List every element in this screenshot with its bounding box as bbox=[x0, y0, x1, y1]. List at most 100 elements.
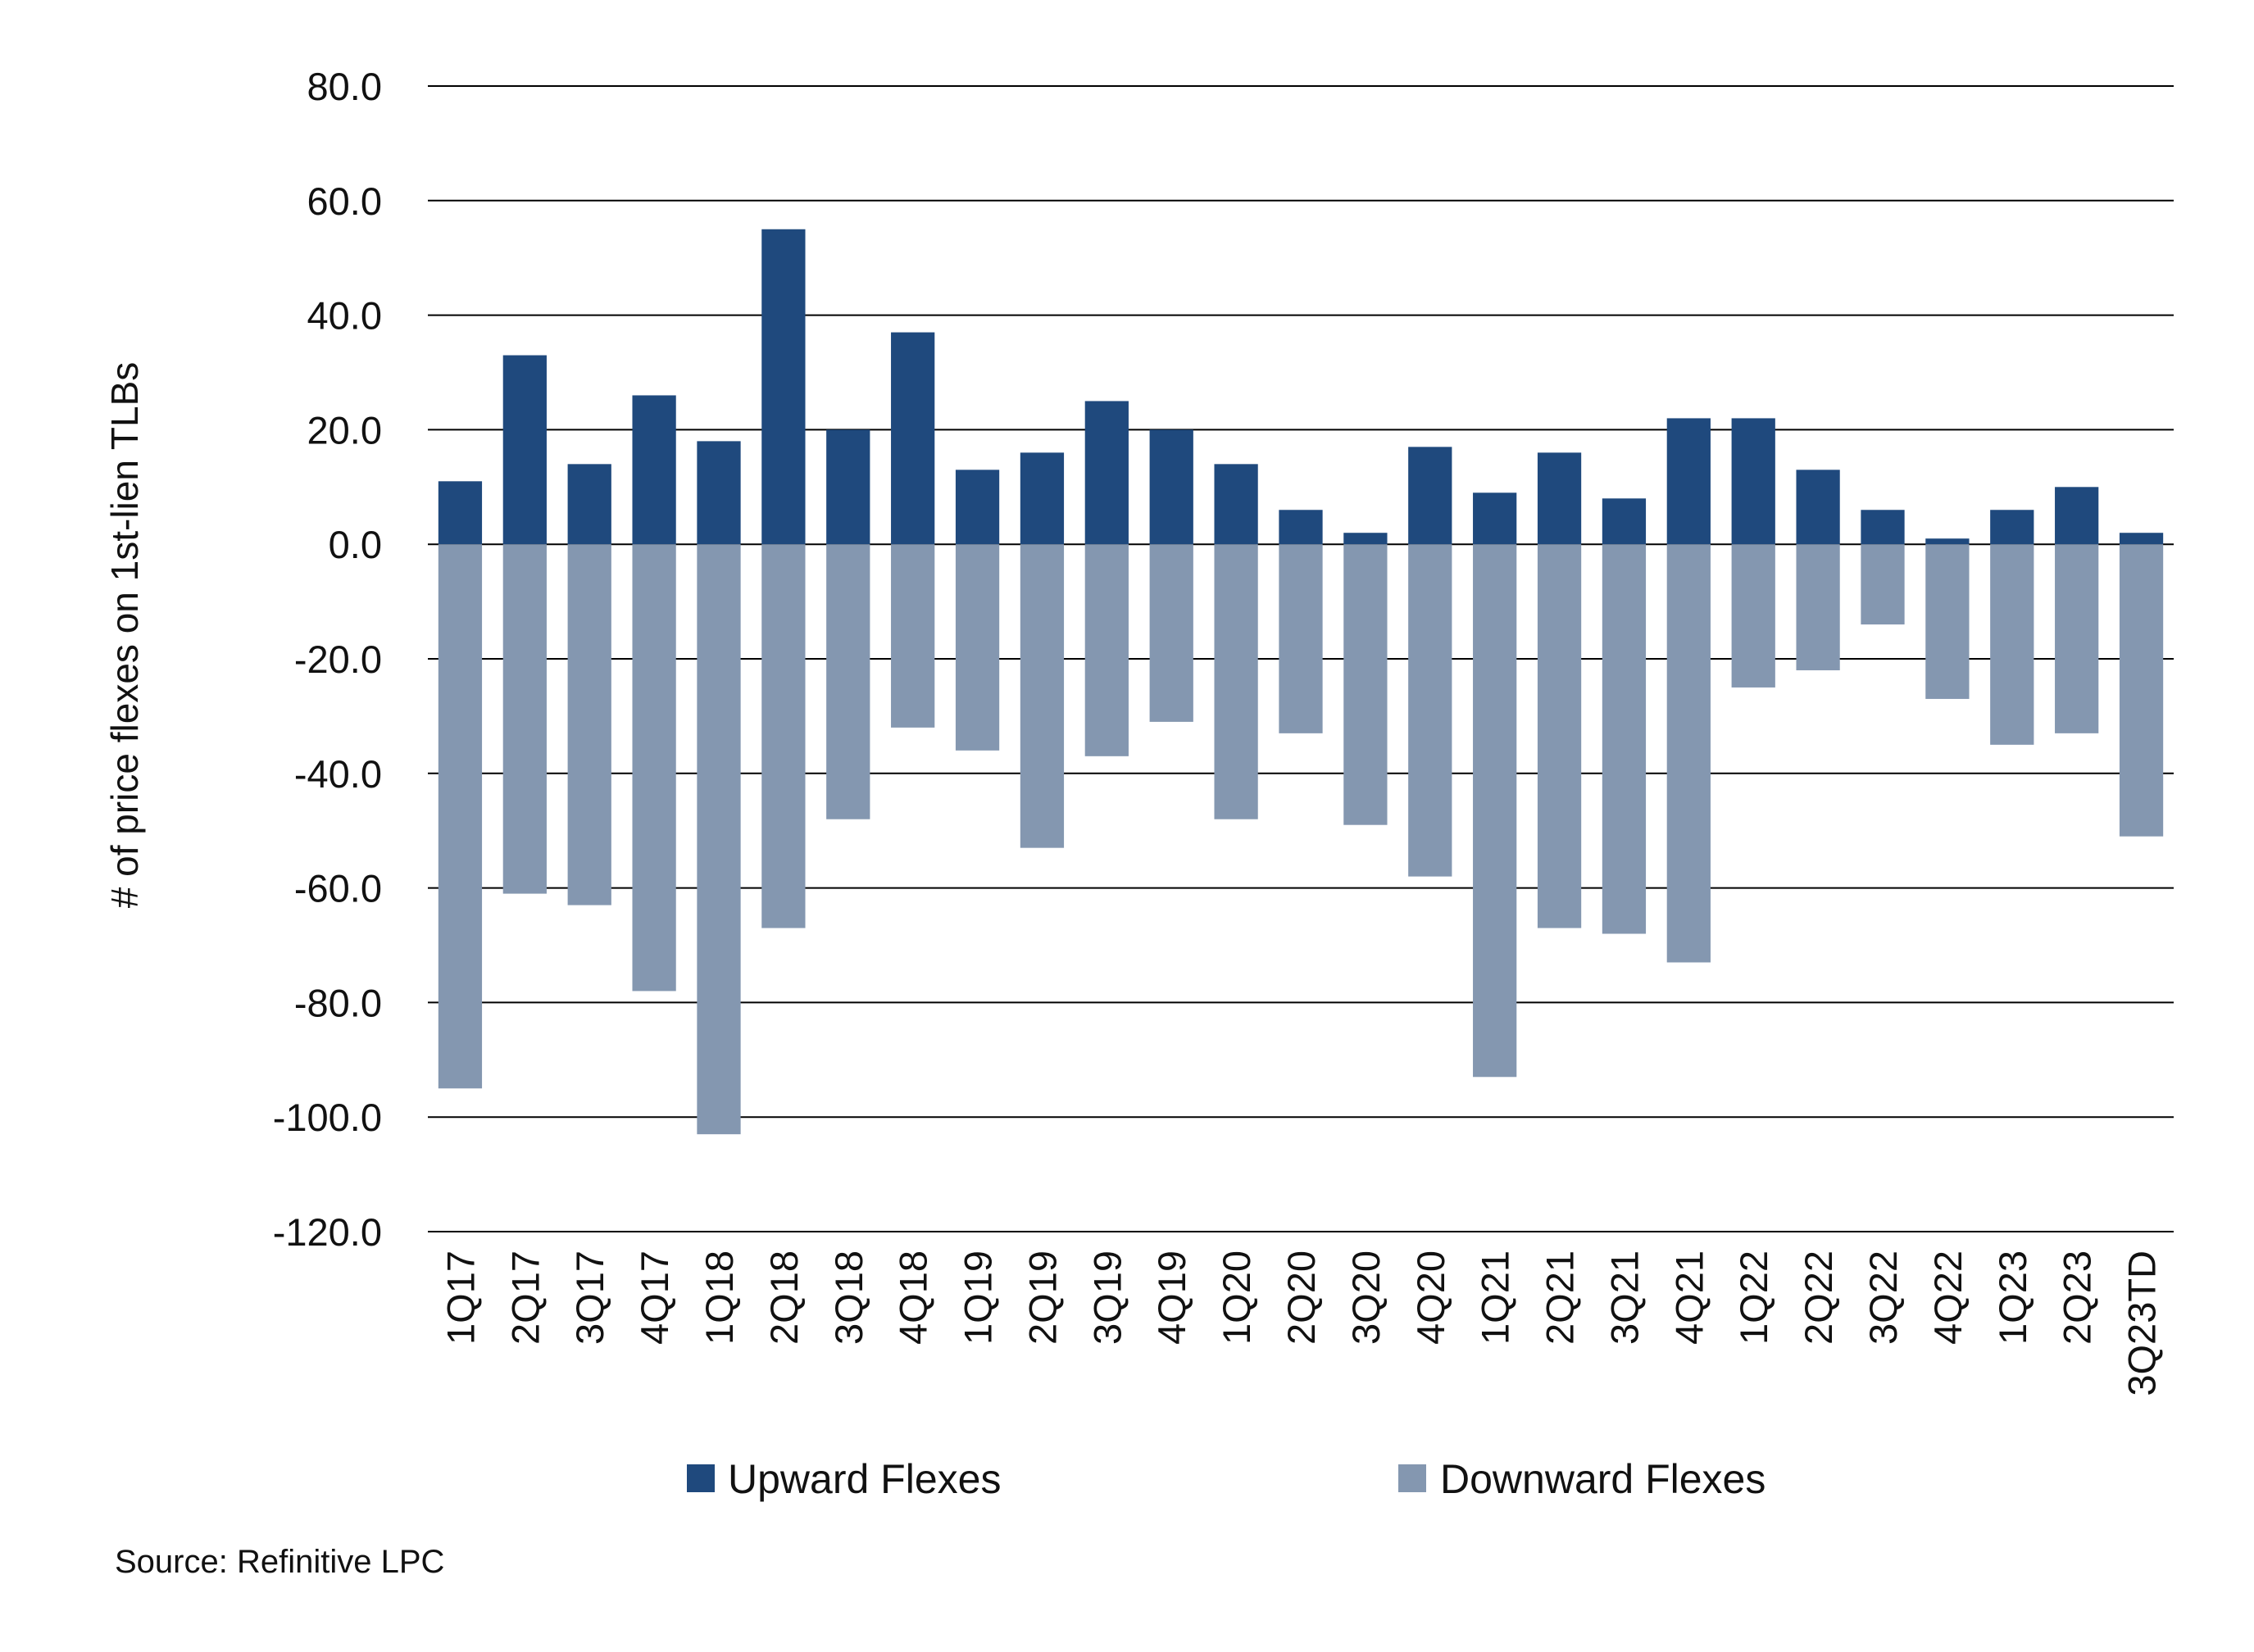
upward-flex-bar-1Q17 bbox=[438, 481, 483, 545]
x-tick-label: 3Q17 bbox=[568, 1250, 611, 1345]
downward-flex-bar-1Q20 bbox=[1214, 544, 1258, 819]
legend-label-downward: Downward Flexes bbox=[1440, 1456, 1765, 1502]
downward-flex-bar-4Q20 bbox=[1408, 544, 1452, 877]
downward-flex-bar-1Q17 bbox=[438, 544, 483, 1089]
upward-flex-bar-3Q20 bbox=[1343, 533, 1388, 545]
upward-flex-bar-1Q20 bbox=[1214, 464, 1258, 545]
legend-swatch-upward bbox=[687, 1464, 715, 1492]
x-tick-label: 1Q23 bbox=[1991, 1250, 2034, 1345]
y-tick-label: -120.0 bbox=[273, 1210, 382, 1254]
upward-flex-bar-2Q20 bbox=[1279, 510, 1323, 545]
upward-flex-bar-4Q19 bbox=[1149, 429, 1193, 545]
x-tick-label: 4Q17 bbox=[633, 1250, 676, 1345]
downward-flex-bar-2Q23 bbox=[2055, 544, 2099, 733]
upward-flex-bar-4Q21 bbox=[1666, 418, 1711, 545]
y-tick-label: 80.0 bbox=[307, 65, 382, 108]
upward-flex-bar-4Q18 bbox=[891, 332, 935, 545]
x-tick-label: 4Q18 bbox=[892, 1250, 935, 1345]
downward-flex-bar-2Q18 bbox=[761, 544, 806, 928]
y-tick-label: 60.0 bbox=[307, 179, 382, 223]
x-tick-label: 3Q19 bbox=[1085, 1250, 1129, 1345]
downward-flex-bar-1Q23 bbox=[1990, 544, 2034, 745]
upward-flex-bar-1Q19 bbox=[955, 470, 1000, 545]
upward-flex-bar-1Q21 bbox=[1473, 492, 1517, 545]
x-tick-label: 1Q20 bbox=[1215, 1250, 1258, 1345]
y-axis-ticks: 80.0 60.0 40.0 20.0 0.0 -20.0 -40.0 -60.0 -80.0 -… bbox=[273, 65, 382, 1254]
y-tick-label: 20.0 bbox=[307, 408, 382, 452]
upward-flex-bar-2Q22 bbox=[1796, 470, 1840, 545]
downward-flex-bar-3Q19 bbox=[1084, 544, 1129, 756]
x-tick-label: 2Q21 bbox=[1538, 1250, 1582, 1345]
x-tick-label: 3Q20 bbox=[1344, 1250, 1388, 1345]
upward-flex-bar-4Q22 bbox=[1925, 538, 1970, 545]
upward-flex-bar-1Q23 bbox=[1990, 510, 2034, 545]
x-axis-ticks: 1Q17 2Q17 3Q17 4Q17 1Q18 2Q18 3Q18 4Q18 1Q19 2Q19… bbox=[439, 1250, 2163, 1396]
downward-flex-bar-2Q21 bbox=[1537, 544, 1582, 928]
downward-flex-bar-3Q22 bbox=[1861, 544, 1905, 625]
y-tick-label: -80.0 bbox=[294, 981, 382, 1024]
x-tick-label: 4Q21 bbox=[1667, 1250, 1711, 1345]
downward-flex-bar-3Q21 bbox=[1602, 544, 1647, 934]
upward-flex-bar-2Q18 bbox=[761, 229, 806, 545]
upward-flex-bar-1Q22 bbox=[1731, 418, 1775, 545]
x-tick-label: 1Q22 bbox=[1732, 1250, 1775, 1345]
downward-flex-bar-4Q18 bbox=[891, 544, 935, 728]
downward-flex-bar-3Q18 bbox=[826, 544, 870, 819]
x-tick-label: 2Q22 bbox=[1797, 1250, 1840, 1345]
x-tick-label: 1Q18 bbox=[698, 1250, 741, 1345]
bars bbox=[438, 229, 2164, 1135]
legend-swatch-downward bbox=[1398, 1464, 1426, 1492]
downward-flex-bar-1Q19 bbox=[955, 544, 1000, 751]
downward-flex-bar-1Q22 bbox=[1731, 544, 1775, 688]
downward-flex-bar-4Q22 bbox=[1925, 544, 1970, 699]
downward-flex-bar-4Q21 bbox=[1666, 544, 1711, 963]
y-axis-title: # of price flexes on 1st-lien TLBs bbox=[103, 362, 146, 908]
x-tick-label: 1Q17 bbox=[439, 1250, 482, 1345]
x-tick-label: 4Q22 bbox=[1926, 1250, 1970, 1345]
x-tick-label: 2Q19 bbox=[1020, 1250, 1064, 1345]
downward-flex-bar-1Q21 bbox=[1473, 544, 1517, 1078]
downward-flex-bar-1Q18 bbox=[697, 544, 741, 1135]
x-tick-label: 4Q19 bbox=[1150, 1250, 1193, 1345]
x-tick-label: 3Q22 bbox=[1861, 1250, 1905, 1345]
x-tick-label: 2Q17 bbox=[503, 1250, 547, 1345]
upward-flex-bar-2Q23 bbox=[2055, 487, 2099, 545]
downward-flex-bar-3Q17 bbox=[567, 544, 611, 905]
downward-flex-bar-3Q20 bbox=[1343, 544, 1388, 825]
x-tick-label: 3Q21 bbox=[1602, 1250, 1646, 1345]
x-tick-label: 3Q18 bbox=[827, 1250, 870, 1345]
upward-flex-bar-1Q18 bbox=[697, 441, 741, 545]
downward-flex-bar-2Q20 bbox=[1279, 544, 1323, 733]
downward-flex-bar-3Q23TD bbox=[2119, 544, 2164, 837]
downward-flex-bar-4Q17 bbox=[632, 544, 676, 992]
upward-flex-bar-3Q18 bbox=[826, 429, 870, 545]
upward-flex-bar-3Q23TD bbox=[2119, 533, 2164, 545]
source-note: Source: Refinitive LPC bbox=[115, 1544, 445, 1580]
downward-flex-bar-2Q19 bbox=[1020, 544, 1065, 848]
x-tick-label: 2Q18 bbox=[762, 1250, 806, 1345]
upward-flex-bar-2Q19 bbox=[1020, 452, 1065, 545]
upward-flex-bar-3Q19 bbox=[1084, 401, 1129, 545]
x-tick-label: 2Q23 bbox=[2056, 1250, 2099, 1345]
upward-flex-bar-3Q22 bbox=[1861, 510, 1905, 545]
upward-flex-bar-3Q21 bbox=[1602, 498, 1647, 545]
x-tick-label: 1Q19 bbox=[957, 1250, 1000, 1345]
downward-flex-bar-4Q19 bbox=[1149, 544, 1193, 722]
x-tick-label: 4Q20 bbox=[1409, 1250, 1452, 1345]
upward-flex-bar-4Q17 bbox=[632, 395, 676, 545]
legend-label-upward: Upward Flexes bbox=[728, 1456, 1001, 1502]
legend: Upward Flexes Downward Flexes bbox=[687, 1456, 1765, 1502]
y-tick-label: -100.0 bbox=[273, 1096, 382, 1139]
y-tick-label: 40.0 bbox=[307, 294, 382, 338]
y-tick-label: -60.0 bbox=[294, 867, 382, 910]
downward-flex-bar-2Q17 bbox=[502, 544, 547, 894]
upward-flex-bar-2Q17 bbox=[502, 355, 547, 545]
downward-flex-bar-2Q22 bbox=[1796, 544, 1840, 670]
x-tick-label: 1Q21 bbox=[1474, 1250, 1517, 1345]
y-tick-label: -20.0 bbox=[294, 638, 382, 681]
y-tick-label: 0.0 bbox=[329, 523, 382, 566]
upward-flex-bar-4Q20 bbox=[1408, 447, 1452, 545]
x-tick-label: 2Q20 bbox=[1279, 1250, 1323, 1345]
